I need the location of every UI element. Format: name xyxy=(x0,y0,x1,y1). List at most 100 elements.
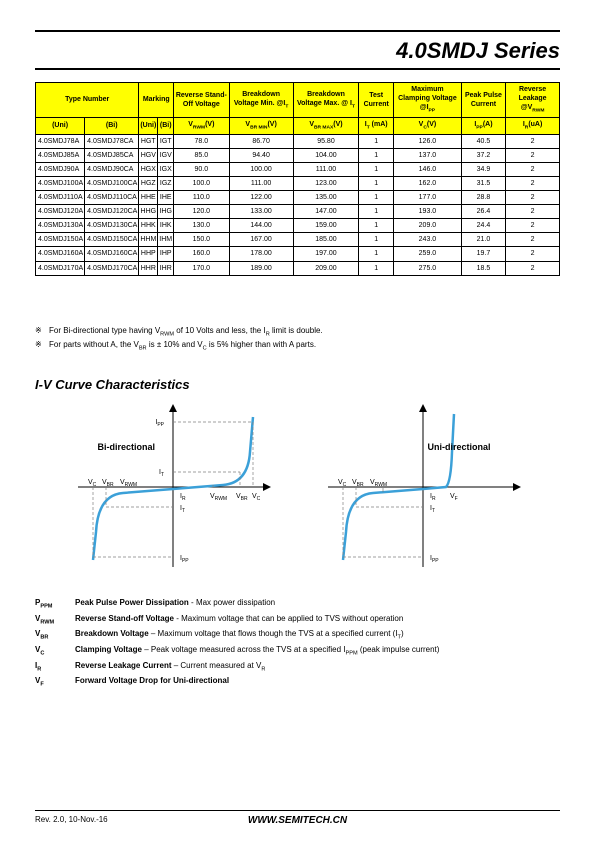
cell-it: 1 xyxy=(359,247,394,261)
sub-ipp: IPP(A) xyxy=(461,117,505,134)
cell-bi: 4.0SMDJ130CA xyxy=(85,219,139,233)
sub-ir: IR(uA) xyxy=(506,117,560,134)
notes: ※For Bi-directional type having VRWM of … xyxy=(35,325,560,353)
table-row: 4.0SMDJ150A4.0SMDJ150CAHHMIHM150.0167.00… xyxy=(36,233,560,247)
cell-ipp: 40.5 xyxy=(461,134,505,148)
cell-ir: 2 xyxy=(506,261,560,275)
cell-uni: 4.0SMDJ110A xyxy=(36,191,85,205)
cell-vbrmax: 95.80 xyxy=(293,134,359,148)
cell-ipp: 31.5 xyxy=(461,177,505,191)
cell-ir: 2 xyxy=(506,205,560,219)
cell-vc: 209.0 xyxy=(394,219,462,233)
svg-text:IPP: IPP xyxy=(430,555,439,564)
cell-it: 1 xyxy=(359,233,394,247)
cell-muni: HGT xyxy=(139,134,158,148)
cell-ipp: 34.9 xyxy=(461,162,505,176)
revision: Rev. 2.0, 10-Nov.-16 xyxy=(35,815,108,824)
definition-row: PPPMPeak Pulse Power Dissipation - Max p… xyxy=(35,596,560,612)
cell-ir: 2 xyxy=(506,162,560,176)
sub-vrwm: VRWM(V) xyxy=(174,117,229,134)
svg-text:VRWM: VRWM xyxy=(210,493,227,502)
spec-table: Type Number Marking Reverse Stand-Off Vo… xyxy=(35,82,560,315)
cell-vbrmax: 135.00 xyxy=(293,191,359,205)
cell-vrwm: 85.0 xyxy=(174,148,229,162)
cell-mbi: IGX xyxy=(158,162,174,176)
cell-bi: 4.0SMDJ90CA xyxy=(85,162,139,176)
cell-vbrmax: 104.00 xyxy=(293,148,359,162)
cell-vbrmin: 133.00 xyxy=(229,205,293,219)
cell-vrwm: 100.0 xyxy=(174,177,229,191)
col-ipp: Peak Pulse Current xyxy=(461,83,505,118)
cell-vbrmax: 197.00 xyxy=(293,247,359,261)
series-title: 4.0SMDJ Series xyxy=(396,38,560,63)
table-row: 4.0SMDJ120A4.0SMDJ120CAHHGIHG120.0133.00… xyxy=(36,205,560,219)
cell-mbi: IGV xyxy=(158,148,174,162)
cell-ipp: 21.0 xyxy=(461,233,505,247)
cell-uni: 4.0SMDJ85A xyxy=(36,148,85,162)
cell-vrwm: 150.0 xyxy=(174,233,229,247)
cell-vrwm: 120.0 xyxy=(174,205,229,219)
cell-muni: HGX xyxy=(139,162,158,176)
sub-bi: (Bi) xyxy=(85,117,139,134)
table-row-empty xyxy=(36,289,560,302)
cell-vbrmin: 111.00 xyxy=(229,177,293,191)
cell-vc: 146.0 xyxy=(394,162,462,176)
svg-text:IT: IT xyxy=(158,469,163,478)
definitions: PPPMPeak Pulse Power Dissipation - Max p… xyxy=(35,596,560,690)
cell-vbrmax: 159.00 xyxy=(293,219,359,233)
iv-curves: IPP IT IR IT IPP VRWM VBR VC VC VBR VRWM… xyxy=(35,402,560,572)
cell-mbi: IHE xyxy=(158,191,174,205)
cell-uni: 4.0SMDJ90A xyxy=(36,162,85,176)
cell-vc: 126.0 xyxy=(394,134,462,148)
footer: Rev. 2.0, 10-Nov.-16 WWW.SEMITECH.CN xyxy=(35,810,560,824)
cell-ipp: 37.2 xyxy=(461,148,505,162)
cell-vrwm: 90.0 xyxy=(174,162,229,176)
cell-vbrmax: 111.00 xyxy=(293,162,359,176)
uni-label: Uni-directional xyxy=(428,442,491,452)
col-type: Type Number xyxy=(36,83,139,118)
table-row: 4.0SMDJ110A4.0SMDJ110CAHHEIHE110.0122.00… xyxy=(36,191,560,205)
cell-it: 1 xyxy=(359,162,394,176)
cell-vrwm: 170.0 xyxy=(174,261,229,275)
sub-mbi: (Bi) xyxy=(158,117,174,134)
cell-vbrmax: 209.00 xyxy=(293,261,359,275)
cell-mbi: IGT xyxy=(158,134,174,148)
cell-mbi: IHG xyxy=(158,205,174,219)
cell-vc: 275.0 xyxy=(394,261,462,275)
cell-it: 1 xyxy=(359,177,394,191)
col-ir: Reverse Leakage @VRWM xyxy=(506,83,560,118)
cell-vbrmax: 185.00 xyxy=(293,233,359,247)
cell-muni: HHP xyxy=(139,247,158,261)
svg-text:IR: IR xyxy=(430,493,436,502)
cell-mbi: IHK xyxy=(158,219,174,233)
svg-text:VC: VC xyxy=(252,493,261,502)
table-row: 4.0SMDJ160A4.0SMDJ160CAHHPIHP160.0178.00… xyxy=(36,247,560,261)
sub-vbrmax: VBR MAX(V) xyxy=(293,117,359,134)
cell-ipp: 26.4 xyxy=(461,205,505,219)
cell-bi: 4.0SMDJ110CA xyxy=(85,191,139,205)
cell-muni: HHE xyxy=(139,191,158,205)
cell-uni: 4.0SMDJ150A xyxy=(36,233,85,247)
sub-it: IT (mA) xyxy=(359,117,394,134)
cell-vrwm: 110.0 xyxy=(174,191,229,205)
cell-it: 1 xyxy=(359,134,394,148)
cell-ir: 2 xyxy=(506,134,560,148)
cell-ipp: 24.4 xyxy=(461,219,505,233)
cell-bi: 4.0SMDJ160CA xyxy=(85,247,139,261)
table-row: 4.0SMDJ85A4.0SMDJ85CAHGVIGV85.094.40104.… xyxy=(36,148,560,162)
iv-title: I-V Curve Characteristics xyxy=(35,377,560,392)
cell-bi: 4.0SMDJ170CA xyxy=(85,261,139,275)
table-row: 4.0SMDJ90A4.0SMDJ90CAHGXIGX90.0100.00111… xyxy=(36,162,560,176)
cell-bi: 4.0SMDJ150CA xyxy=(85,233,139,247)
table-row: 4.0SMDJ130A4.0SMDJ130CAHHKIHK130.0144.00… xyxy=(36,219,560,233)
cell-vbrmin: 144.00 xyxy=(229,219,293,233)
cell-ipp: 18.5 xyxy=(461,261,505,275)
bi-curve: IPP IT IR IT IPP VRWM VBR VC VC VBR VRWM… xyxy=(68,402,278,572)
cell-vc: 193.0 xyxy=(394,205,462,219)
cell-vc: 137.0 xyxy=(394,148,462,162)
cell-bi: 4.0SMDJ78CA xyxy=(85,134,139,148)
cell-it: 1 xyxy=(359,148,394,162)
cell-mbi: IHP xyxy=(158,247,174,261)
cell-it: 1 xyxy=(359,205,394,219)
col-marking: Marking xyxy=(139,83,174,118)
